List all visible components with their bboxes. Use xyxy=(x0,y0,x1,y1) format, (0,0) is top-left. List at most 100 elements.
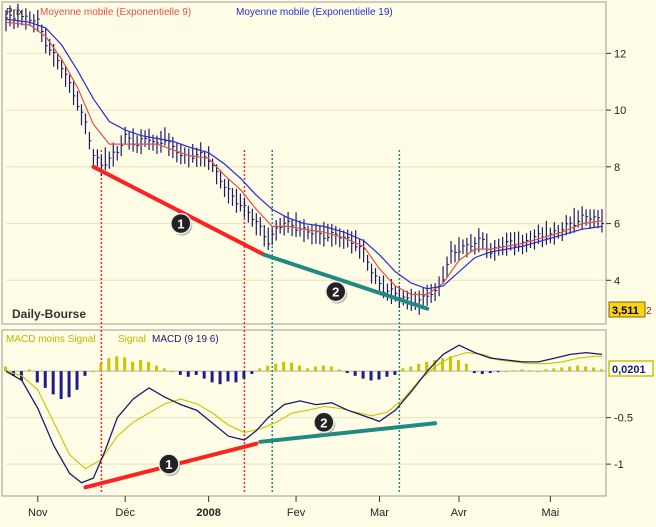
macd-histogram-bar xyxy=(305,368,309,372)
macd-histogram-bar xyxy=(528,370,532,372)
macd-histogram-bar xyxy=(83,371,87,376)
macd-histogram-bar xyxy=(75,371,79,390)
macd-histogram-bar xyxy=(258,368,262,372)
legend-macd: MACD (9 19 6) xyxy=(152,334,219,345)
macd-histogram-bar xyxy=(147,361,151,372)
numbered-marker-label: 1 xyxy=(177,217,184,232)
last-macd-value: 0,0201 xyxy=(612,364,646,376)
price-y-tick-label: 12 xyxy=(614,48,626,60)
price-panel xyxy=(1,1,607,325)
macd-histogram-bar xyxy=(313,366,317,372)
price-panel-title: Prix xyxy=(6,7,23,18)
numbered-marker xyxy=(170,212,192,235)
x-tick-label: Déc xyxy=(115,507,135,519)
macd-y-tick-label: -1 xyxy=(614,459,624,471)
macd-histogram-bar xyxy=(480,371,484,374)
x-tick-label: Mar xyxy=(370,507,389,519)
legend-ema19: Moyenne mobile (Exponentielle 19) xyxy=(236,7,393,18)
macd-histogram-bar xyxy=(290,362,294,372)
price-y-tick-label: 10 xyxy=(614,105,626,117)
macd-histogram-bar xyxy=(584,366,588,372)
macd-histogram-bar xyxy=(369,371,373,381)
macd-histogram-bar xyxy=(353,371,357,376)
macd-histogram-bar xyxy=(552,368,556,372)
ema19-line xyxy=(5,18,603,290)
price-y-tick-label: 4 xyxy=(614,275,620,287)
macd-histogram-bar xyxy=(274,363,278,372)
macd-histogram-bar xyxy=(393,371,397,375)
watermark: Daily-Bourse xyxy=(12,307,86,321)
macd-histogram-bar xyxy=(43,371,47,388)
macd-histogram-bar xyxy=(401,368,405,372)
macd-histogram-bar xyxy=(488,371,492,374)
macd-histogram-bar xyxy=(520,369,524,372)
numbered-marker-label: 2 xyxy=(332,285,339,300)
x-tick-label: Avr xyxy=(451,507,468,519)
macd-histogram-bar xyxy=(250,371,254,374)
macd-y-tick-label: -0.5 xyxy=(614,413,633,425)
macd-histogram-bar xyxy=(496,371,500,373)
macd-histogram-bar xyxy=(361,371,365,379)
macd-histogram-bar xyxy=(441,358,445,372)
macd-histogram-bar xyxy=(560,367,564,372)
divergence-trendline xyxy=(262,252,430,311)
macd-histogram-bar xyxy=(218,371,222,385)
macd-histogram-bar xyxy=(186,371,190,377)
macd-histogram-bar xyxy=(544,369,548,372)
macd-histogram-bar xyxy=(35,371,39,383)
macd-histogram-bar xyxy=(592,367,596,372)
ema9-line xyxy=(5,21,603,296)
legend-macd-minus-signal: MACD moins Signal xyxy=(6,334,95,345)
macd-histogram-bar xyxy=(329,366,333,372)
macd-histogram-bar xyxy=(154,365,158,372)
macd-histogram-bar xyxy=(385,371,389,377)
macd-histogram-bar xyxy=(115,356,119,372)
divergence-trendline xyxy=(258,421,438,444)
macd-histogram-bar xyxy=(321,365,325,372)
macd-histogram-bar xyxy=(51,371,55,395)
macd-histogram-bar xyxy=(59,371,63,400)
price-y-tick-label: 8 xyxy=(614,162,620,174)
macd-histogram-bar xyxy=(170,371,174,373)
macd-panel xyxy=(1,329,607,497)
macd-histogram-bar xyxy=(162,368,166,372)
last-price-value: 3,511 xyxy=(612,305,639,317)
x-tick-label: Nov xyxy=(28,507,48,519)
macd-histogram-bar xyxy=(409,366,413,372)
x-tick-label: Mai xyxy=(541,507,559,519)
legend-ema9: Moyenne mobile (Exponentielle 9) xyxy=(40,7,191,18)
macd-histogram-bar xyxy=(266,365,270,372)
macd-histogram-bar xyxy=(456,360,460,372)
macd-histogram-bar xyxy=(600,369,603,372)
numbered-marker xyxy=(158,453,180,475)
macd-histogram-bar xyxy=(4,366,7,372)
macd-histogram-bar xyxy=(202,371,206,379)
macd-histogram-bar xyxy=(449,356,453,372)
divergence-trendline xyxy=(91,164,267,257)
numbered-marker xyxy=(325,280,347,303)
numbered-marker-label: 1 xyxy=(165,457,172,472)
macd-histogram-bar xyxy=(139,360,143,372)
numbered-marker-label: 2 xyxy=(320,415,327,430)
macd-histogram-bar xyxy=(576,365,580,372)
macd-histogram-bar xyxy=(298,365,302,372)
macd-histogram-bar xyxy=(472,371,476,374)
macd-histogram-bar xyxy=(194,371,198,375)
macd-histogram-bar xyxy=(345,371,349,374)
macd-histogram-bar xyxy=(210,371,214,383)
macd-histogram-bar xyxy=(425,361,429,372)
macd-line xyxy=(5,344,603,484)
macd-histogram-bar xyxy=(337,369,341,372)
macd-histogram-bar xyxy=(107,358,111,372)
last-macd-box xyxy=(608,360,654,377)
macd-histogram-bar xyxy=(91,371,95,373)
macd-histogram-bar xyxy=(226,371,230,382)
x-tick-label: 2008 xyxy=(196,507,220,519)
macd-histogram-bar xyxy=(242,371,246,379)
x-tick-label: Fev xyxy=(287,507,306,519)
macd-histogram-bar xyxy=(464,363,468,372)
macd-histogram-bar xyxy=(504,371,508,373)
macd-histogram-bar xyxy=(178,371,182,375)
